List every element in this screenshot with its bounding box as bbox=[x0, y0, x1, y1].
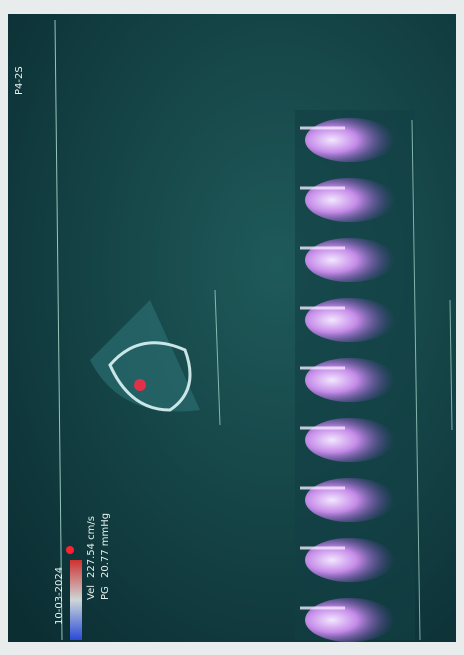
measure-value: 20.77 mmHg bbox=[100, 513, 111, 578]
sector-image bbox=[90, 300, 200, 412]
doppler-envelope bbox=[305, 118, 395, 162]
marker bbox=[66, 546, 74, 554]
depth-scale bbox=[214, 289, 221, 426]
divider bbox=[54, 19, 63, 641]
probe: P4-2S bbox=[14, 66, 25, 95]
color-bar bbox=[70, 560, 82, 640]
doppler-envelope bbox=[305, 298, 395, 342]
doppler-envelope bbox=[305, 358, 395, 402]
baseline bbox=[411, 119, 421, 641]
measure-label: Vel bbox=[86, 585, 97, 600]
velocity-scale bbox=[449, 299, 453, 431]
doppler-envelope bbox=[305, 178, 395, 222]
doppler-envelope bbox=[305, 238, 395, 282]
measure-label: PG bbox=[100, 586, 111, 600]
doppler-envelope bbox=[305, 538, 395, 582]
measure-value: 227.54 cm/s bbox=[86, 516, 97, 578]
doppler-envelope bbox=[305, 418, 395, 462]
doppler-envelope bbox=[305, 478, 395, 522]
doppler-envelope bbox=[305, 598, 395, 642]
date: 10-03-2024 bbox=[54, 567, 65, 625]
